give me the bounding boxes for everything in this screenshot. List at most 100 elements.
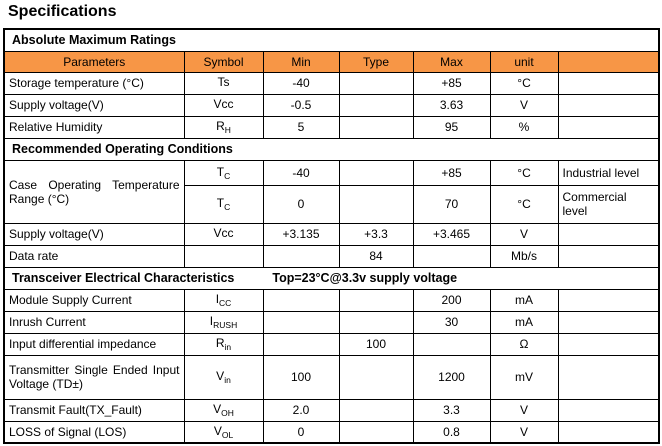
unit-cell: V [489,222,559,246]
table-row: Transmitter Single Ended Input Voltage (… [3,354,660,400]
type-cell [338,159,414,186]
specifications-table: Absolute Maximum Ratings Parameters Symb… [3,28,661,444]
type-cell [338,310,414,334]
column-header-row: Parameters Symbol Min Type Max unit [3,50,660,73]
type-cell [338,115,414,139]
unit-cell: Mb/s [489,244,559,268]
col-header-max: Max [412,50,491,73]
min-cell: 5 [262,115,340,139]
unit-cell: V [489,93,559,117]
col-header-parameters: Parameters [3,50,185,73]
note-cell [557,288,660,312]
min-cell [262,244,340,268]
param-cell: Module Supply Current [3,288,185,312]
param-cell: Supply voltage(V) [3,93,185,117]
max-cell [412,244,491,268]
symbol-cell: IRUSH [183,310,264,334]
col-header-note [557,50,660,73]
min-cell [262,310,340,334]
type-cell [338,398,414,422]
note-cell: Commercial level [557,184,660,224]
unit-cell: °C [489,71,559,95]
max-cell: +3.465 [412,222,491,246]
max-cell: +85 [412,71,491,95]
symbol-cell: RH [183,115,264,139]
param-cell: Transmit Fault(TX_Fault) [3,398,185,422]
symbol-cell: ICC [183,288,264,312]
max-cell: 70 [412,184,491,224]
note-cell [557,244,660,268]
note-cell [557,420,660,444]
symbol-cell: VOL [183,420,264,444]
note-cell [557,310,660,334]
min-cell: 2.0 [262,398,340,422]
max-cell: 200 [412,288,491,312]
param-cell: Case Operating Temperature Range (°C) [3,159,185,224]
table-row: Module Supply Current ICC 200 mA [3,288,660,312]
symbol-cell [183,244,264,268]
note-cell [557,93,660,117]
unit-cell: V [489,398,559,422]
page-title: Specifications [8,3,117,20]
symbol-cell: Vin [183,354,264,400]
section-row-recommended-operating-conditions: Recommended Operating Conditions [3,137,660,161]
col-header-symbol: Symbol [183,50,264,73]
min-cell: -40 [262,71,340,95]
note-cell [557,398,660,422]
max-cell: +85 [412,159,491,186]
type-cell [338,184,414,224]
param-cell: Inrush Current [3,310,185,334]
table-row: Case Operating Temperature Range (°C) TC… [3,159,660,224]
unit-cell: V [489,420,559,444]
type-cell [338,354,414,400]
unit-cell: mA [489,310,559,334]
table-row: Storage temperature (°C) Ts -40 +85 °C [3,71,660,95]
col-header-type: Type [338,50,414,73]
section-title-tec: Transceiver Electrical Characteristics [12,271,235,285]
min-cell [262,288,340,312]
unit-cell: mA [489,288,559,312]
min-cell: 100 [262,354,340,400]
unit-cell: % [489,115,559,139]
type-cell: 84 [338,244,414,268]
section-row-transceiver-electrical-characteristics: Transceiver Electrical Characteristics To… [3,266,660,290]
symbol-cell: Vcc [183,93,264,117]
section-tec-condition: Top=23°C@3.3v supply voltage [272,271,458,285]
note-cell [557,332,660,356]
symbol-cell: Rin [183,332,264,356]
table-row: LOSS of Signal (LOS) VOL 0 0.8 V [3,420,660,444]
symbol-cell: Vcc [183,222,264,246]
min-cell: 0 [262,420,340,444]
table-row: Supply voltage(V) Vcc +3.135 +3.3 +3.465… [3,222,660,246]
min-cell: -0.5 [262,93,340,117]
max-cell [412,332,491,356]
note-cell [557,354,660,400]
table-row: Transmit Fault(TX_Fault) VOH 2.0 3.3 V [3,398,660,422]
table-row: TC 0 70 °C Commercial level [4,184,660,224]
max-cell: 0.8 [412,420,491,444]
unit-cell: °C [489,159,559,186]
table-row: Inrush Current IRUSH 30 mA [3,310,660,334]
min-cell [262,332,340,356]
unit-cell: °C [489,184,559,224]
type-cell: +3.3 [338,222,414,246]
type-cell [338,288,414,312]
max-cell: 3.3 [412,398,491,422]
col-header-unit: unit [489,50,559,73]
symbol-cell: TC [183,159,264,186]
symbol-cell: TC [183,184,264,224]
param-cell: Transmitter Single Ended Input Voltage (… [3,354,185,400]
type-cell [338,420,414,444]
max-cell: 1200 [412,354,491,400]
max-cell: 3.63 [412,93,491,117]
unit-cell: mV [489,354,559,400]
table-row: Supply voltage(V) Vcc -0.5 3.63 V [3,93,660,117]
note-cell [557,222,660,246]
note-cell [557,115,660,139]
min-cell: +3.135 [262,222,340,246]
section-title-roc: Recommended Operating Conditions [3,137,660,161]
param-cell: LOSS of Signal (LOS) [3,420,185,444]
section-row-absolute-maximum-ratings: Absolute Maximum Ratings [3,28,660,52]
table-row: Input differential impedance Rin 100 Ω [3,332,660,356]
max-cell: 95 [412,115,491,139]
